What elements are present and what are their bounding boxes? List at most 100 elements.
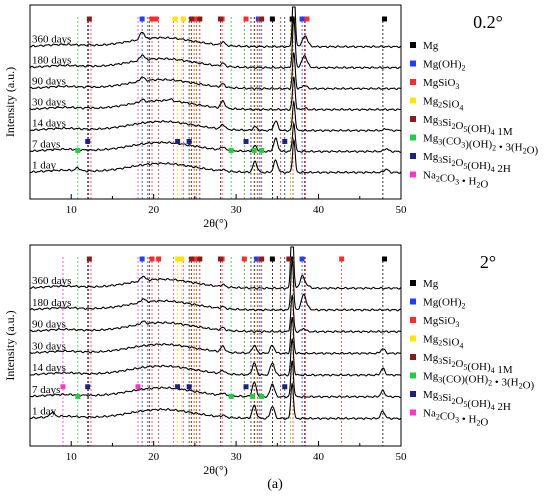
phase-marker [254, 256, 260, 262]
legend-label: Mg3Si2O5(OH)4 2H [423, 151, 511, 175]
legend-label: MgSiO3 [423, 315, 459, 329]
series-line-180-days [29, 16, 402, 70]
legend-swatch [410, 153, 416, 159]
legend-label: Mg3Si2O5(OH)4 2H [423, 389, 511, 413]
legend-swatch [410, 335, 416, 342]
series-label: 14 days [32, 118, 66, 130]
phase-marker [189, 16, 195, 22]
legend-label: Mg2SiO4 [423, 334, 463, 351]
legend-swatch [410, 317, 416, 323]
legend-label: Mg3(CO)(OH)2 • 3(H2O) [423, 371, 535, 392]
phase-marker [259, 393, 265, 399]
legend-label: Mg [423, 40, 439, 52]
phase-marker [186, 138, 192, 144]
phase-marker [282, 384, 288, 390]
phase-marker [75, 147, 81, 153]
plot-frame [29, 244, 402, 447]
phase-marker [259, 256, 265, 262]
series-line-360-days [29, 6, 402, 49]
phase-marker [228, 147, 234, 153]
legend-label: Mg(OH)2 [423, 59, 466, 73]
phase-marker [156, 256, 162, 262]
x-axis-label: 2θ(°) [203, 463, 228, 477]
phase-marker [304, 16, 310, 22]
phase-marker [251, 147, 257, 153]
phase-marker [269, 256, 275, 262]
legend-swatch [410, 298, 416, 305]
legend-swatch [410, 409, 416, 416]
x-axis-label: 2θ(°) [203, 216, 228, 230]
legend-swatch [410, 97, 416, 104]
x-tick-label: 50 [396, 451, 408, 463]
series-label: 1 day [32, 159, 57, 171]
phase-marker [197, 256, 203, 262]
phase-marker [75, 393, 81, 399]
phase-marker [189, 256, 195, 262]
phase-marker [217, 16, 223, 22]
phase-marker [179, 256, 185, 262]
phase-marker [175, 384, 181, 390]
plot-frame [29, 4, 402, 200]
series-label: 90 days [32, 76, 66, 88]
series-line-180-days [29, 259, 402, 312]
phase-marker [269, 16, 275, 22]
legend-label: Mg [423, 278, 439, 290]
series-line-14-days [29, 99, 402, 132]
phase-marker [194, 16, 200, 22]
phase-marker [197, 16, 203, 22]
series-line-1-day [29, 383, 402, 420]
legend-label: Mg3Si2O5(OH)4 1M [423, 114, 513, 138]
chart-title: 0.2° [473, 12, 503, 32]
x-tick-label: 10 [66, 204, 78, 216]
phase-marker [243, 16, 249, 22]
figure-caption: (a) [267, 477, 283, 492]
legend-label: Na2CO3 • H2O [423, 170, 488, 191]
phase-marker [289, 16, 295, 22]
panel-0-2-degree: 360 days 180 days 90 days 30 days 14 days 7 d… [3, 4, 539, 230]
legend-swatch [410, 134, 416, 141]
legend-swatch [410, 372, 416, 379]
series-label: 360 days [32, 34, 71, 46]
legend-label: MgSiO3 [423, 77, 459, 91]
phase-marker [259, 147, 265, 153]
x-tick-label: 20 [148, 204, 160, 216]
series-line-7-days [29, 360, 402, 399]
legend-swatch [410, 280, 416, 286]
phase-marker [153, 16, 159, 22]
series-line-1-day [29, 137, 402, 174]
phase-marker [282, 138, 288, 144]
phase-marker [250, 393, 256, 399]
phase-marker [286, 256, 292, 262]
legend-swatch [410, 391, 416, 397]
legend-swatch [410, 42, 416, 48]
series-label: 7 days [32, 138, 60, 150]
phase-marker [175, 138, 181, 144]
phase-marker [86, 16, 92, 22]
legend-swatch [410, 171, 416, 178]
x-tick-label: 10 [66, 451, 78, 463]
legend-label: Mg2SiO4 [423, 96, 463, 113]
phase-marker [139, 16, 145, 22]
legend-label: Mg(OH)2 [423, 297, 466, 311]
legend-swatch [410, 116, 416, 122]
phase-marker [241, 256, 247, 262]
y-axis-label: Intensity (a.u.) [3, 310, 17, 380]
phase-marker [186, 384, 192, 390]
series-line-360-days [29, 246, 402, 290]
phase-marker [180, 16, 186, 22]
phase-marker [243, 138, 249, 144]
series-label: 7 days [32, 384, 60, 396]
series-label: 360 days [32, 275, 71, 287]
series-line-7-days [29, 121, 402, 153]
phase-marker [175, 256, 181, 262]
phase-marker [139, 256, 145, 262]
series-label: 30 days [32, 340, 66, 352]
series-label: 180 days [32, 55, 71, 67]
series-line-14-days [29, 338, 402, 377]
legend-label: Na2CO3 • H2O [423, 408, 488, 429]
phase-marker [85, 384, 91, 390]
legend-swatch [410, 79, 416, 85]
phase-marker [228, 393, 234, 399]
